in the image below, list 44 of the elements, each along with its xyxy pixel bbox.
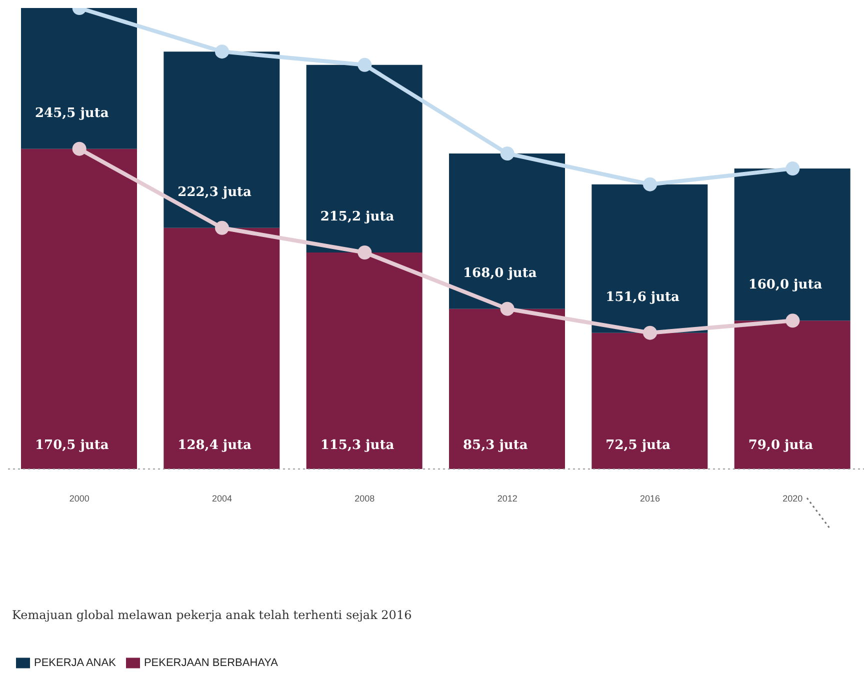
bar (306, 252, 422, 469)
bar (21, 8, 137, 149)
total-label: 245,5 juta (35, 106, 110, 121)
data-label: 170,5 juta (35, 438, 110, 453)
point (215, 44, 229, 59)
data-label: 85,3 juta (463, 438, 528, 453)
bar (449, 308, 565, 469)
x-tick-label: 2004 (212, 493, 232, 504)
total-label: 222,3 juta (178, 184, 252, 200)
bar (306, 64, 422, 252)
bar (734, 320, 850, 469)
data-label: 128,4 juta (178, 438, 252, 453)
point (786, 314, 800, 328)
bar (449, 154, 565, 309)
x-tick-label: 2016 (640, 493, 660, 504)
bar (164, 52, 280, 228)
x-tick-label: 2008 (354, 493, 375, 504)
x-tick-label: 2020 (782, 493, 803, 504)
total-label: 151,6 juta (606, 290, 680, 305)
data-label: 72,5 juta (606, 438, 672, 453)
legend-label: PEKERJAAN BERBAHAYA (144, 656, 278, 669)
data-label: 115,3 juta (320, 438, 395, 453)
point (643, 177, 657, 192)
x-tick-label: 2012 (497, 493, 518, 504)
total-label: 160,0 juta (748, 278, 823, 293)
x-tick-label: 2000 (69, 493, 90, 504)
point (500, 302, 514, 316)
bar (21, 148, 137, 469)
point (643, 326, 657, 340)
bar (592, 184, 708, 333)
point (215, 220, 229, 235)
point (358, 58, 372, 72)
total-label: 168,0 juta (463, 266, 538, 281)
point (786, 162, 800, 176)
legend-label: PEKERJA ANAK (34, 656, 116, 669)
point (500, 146, 514, 161)
data-label: 79,0 juta (748, 438, 814, 453)
point (358, 245, 372, 260)
text: Kemajuan global melawan pekerja anak telah terhenti sejak 2016 (12, 608, 412, 622)
bar (592, 332, 708, 469)
total-label: 215,2 juta (320, 209, 395, 224)
bar (734, 168, 850, 321)
point (72, 142, 86, 156)
bar (164, 228, 280, 469)
